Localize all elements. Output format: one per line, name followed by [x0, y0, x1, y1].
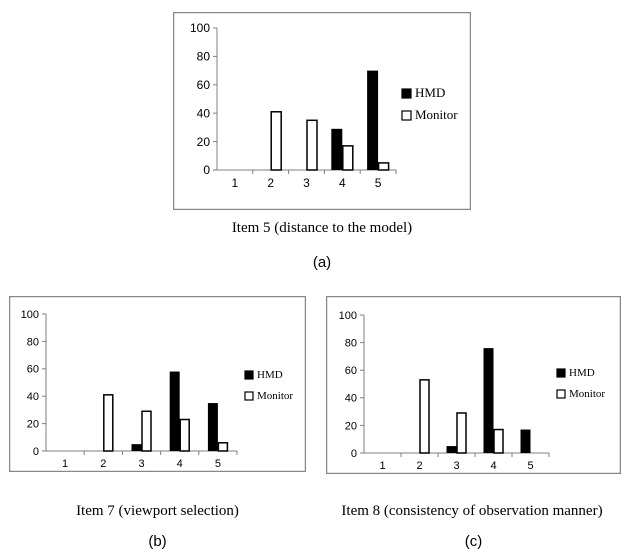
- bar-monitor: [419, 379, 430, 454]
- y-tick-label: 100: [339, 310, 357, 322]
- x-tick-label: 4: [177, 458, 183, 470]
- x-tick-label: 2: [267, 176, 274, 190]
- bar-hmd: [520, 429, 531, 453]
- y-tick-label: 20: [197, 135, 211, 149]
- chart-frame: [9, 296, 306, 472]
- y-tick-label: 80: [345, 337, 357, 349]
- bar-hmd: [446, 446, 457, 453]
- sublabel-c: (c): [464, 533, 483, 550]
- bar-monitor: [493, 428, 504, 454]
- sublabel-a: (a): [312, 254, 332, 271]
- legend-swatch-monitor: [401, 110, 412, 121]
- bar-monitor: [456, 412, 467, 454]
- bar-monitor: [103, 394, 114, 452]
- y-tick-label: 100: [190, 21, 210, 35]
- caption-item-5: Item 5 (distance to the model): [231, 220, 413, 236]
- bar-monitor: [179, 418, 190, 452]
- bar-monitor: [141, 410, 152, 452]
- x-tick-label: 3: [138, 458, 144, 470]
- y-tick-label: 20: [345, 420, 357, 432]
- y-tick-label: 80: [197, 50, 211, 64]
- chart-svg: 0 20 40 60 80 100 1 2 3 4 5 HMD Monitor: [326, 296, 621, 474]
- chart-item-5: 0 20 40 60 80 100 1 2 3 4 5 HMD Monitor: [173, 12, 471, 210]
- chart-svg: 0 20 40 60 80 100 1 2 3 4 5 HMD Monitor: [173, 12, 471, 210]
- legend-swatch-monitor: [244, 391, 254, 401]
- y-tick-label: 0: [203, 163, 210, 177]
- legend-label-hmd: HMD: [257, 369, 283, 381]
- y-tick-label: 60: [345, 365, 357, 377]
- y-tick-label: 0: [33, 446, 39, 458]
- x-tick-label: 2: [416, 460, 422, 472]
- legend-label-hmd: HMD: [415, 85, 445, 100]
- legend-swatch-hmd: [244, 370, 254, 380]
- bar-monitor: [377, 162, 390, 171]
- legend-label-hmd: HMD: [569, 367, 595, 379]
- bar-hmd: [131, 444, 142, 451]
- bar-hmd: [483, 348, 494, 453]
- y-tick-label: 40: [345, 393, 357, 405]
- x-tick-label: 1: [62, 458, 68, 470]
- sublabel-b: (b): [148, 533, 167, 550]
- bar-hmd: [207, 403, 218, 451]
- bar-hmd: [331, 128, 343, 170]
- y-tick-label: 60: [27, 364, 39, 376]
- chart-item-8: 0 20 40 60 80 100 1 2 3 4 5 HMD Monitor: [326, 296, 621, 474]
- y-tick-label: 20: [27, 418, 39, 430]
- x-tick-label: 5: [527, 460, 533, 472]
- chart-svg: 0 20 40 60 80 100 1 2 3 4 5 HMD Monitor: [9, 296, 306, 472]
- caption-item-8: Item 8 (consistency of observation manne…: [341, 503, 603, 519]
- y-tick-label: 40: [27, 391, 39, 403]
- y-tick-label: 80: [27, 336, 39, 348]
- legend-swatch-hmd: [556, 368, 566, 378]
- bar-monitor: [217, 442, 229, 452]
- x-tick-label: 3: [453, 460, 459, 472]
- y-tick-label: 100: [21, 309, 39, 321]
- bar-monitor: [270, 111, 282, 171]
- y-tick-label: 40: [197, 106, 211, 120]
- caption-item-7: Item 7 (viewport selection): [76, 503, 239, 519]
- x-tick-label: 2: [100, 458, 106, 470]
- y-tick-label: 0: [351, 448, 357, 460]
- legend-label-monitor: Monitor: [569, 388, 605, 400]
- x-tick-label: 5: [375, 176, 382, 190]
- chart-item-7: 0 20 40 60 80 100 1 2 3 4 5 HMD Monitor: [9, 296, 306, 472]
- legend-swatch-monitor: [556, 389, 566, 399]
- chart-frame: [173, 12, 471, 210]
- bar-monitor: [306, 119, 318, 171]
- x-tick-label: 3: [303, 176, 310, 190]
- bar-hmd: [367, 70, 379, 170]
- chart-frame: [326, 296, 621, 474]
- y-tick-label: 60: [197, 78, 211, 92]
- x-tick-label: 1: [379, 460, 385, 472]
- x-tick-label: 4: [490, 460, 496, 472]
- x-tick-label: 4: [339, 176, 346, 190]
- legend-label-monitor: Monitor: [257, 390, 293, 402]
- legend-label-monitor: Monitor: [415, 107, 458, 122]
- bar-monitor: [342, 145, 354, 171]
- x-tick-label: 1: [232, 176, 239, 190]
- legend-swatch-hmd: [401, 88, 412, 99]
- x-tick-label: 5: [215, 458, 221, 470]
- bar-hmd: [169, 371, 180, 451]
